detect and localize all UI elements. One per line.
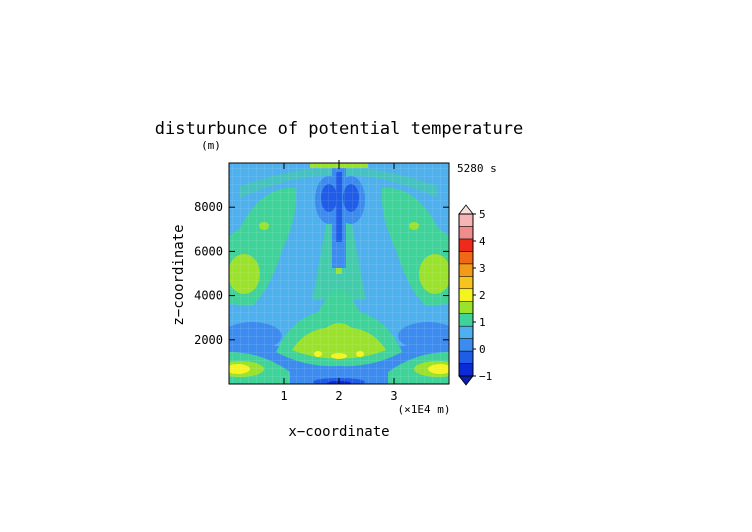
colorbar-label: −1 [479, 370, 492, 383]
colorbar: −1 0 1 2 3 4 5 [458, 204, 492, 386]
colorbar-label: 5 [479, 208, 486, 221]
colorbar-swatch [458, 338, 474, 352]
y-tick-label: 6000 [194, 244, 223, 258]
colorbar-label: 4 [479, 235, 486, 248]
axes: 1 2 3 2000 4000 6000 8000 [194, 163, 449, 403]
colorbar-max-arrow [458, 204, 474, 215]
y-tick-label: 8000 [194, 200, 223, 214]
colorbar-swatch [458, 263, 474, 277]
colorbar-swatch [458, 238, 474, 252]
y-axis-label: z−coordinate [171, 224, 187, 325]
colorbar-label: 2 [479, 289, 486, 302]
colorbar-swatch [458, 213, 474, 227]
colorbar-label: 0 [479, 343, 486, 356]
y-tick-label: 4000 [194, 289, 223, 303]
contour-field [229, 163, 449, 384]
x-tick-label: 2 [335, 389, 342, 403]
colorbar-swatch [458, 325, 474, 339]
x-axis-label: x−coordinate [288, 424, 389, 440]
colorbar-swatch [458, 350, 474, 364]
colorbar-swatch [458, 288, 474, 302]
y-unit-label: (m) [201, 139, 221, 152]
colorbar-swatch [458, 251, 474, 265]
colorbar-swatch [458, 313, 474, 327]
y-tick-label: 2000 [194, 333, 223, 347]
time-label: 5280 s [457, 162, 497, 175]
x-unit-label: (×1E4 m) [398, 403, 451, 416]
colorbar-swatch [458, 300, 474, 314]
chart-title: disturbunce of potential temperature [155, 119, 523, 139]
colorbar-swatch [458, 226, 474, 240]
colorbar-swatch [458, 363, 474, 377]
colorbar-label: 1 [479, 316, 486, 329]
colorbar-label: 3 [479, 262, 486, 275]
colorbar-min-arrow [458, 375, 474, 386]
x-tick-label: 3 [390, 389, 397, 403]
colorbar-swatch [458, 276, 474, 290]
x-tick-label: 1 [280, 389, 287, 403]
